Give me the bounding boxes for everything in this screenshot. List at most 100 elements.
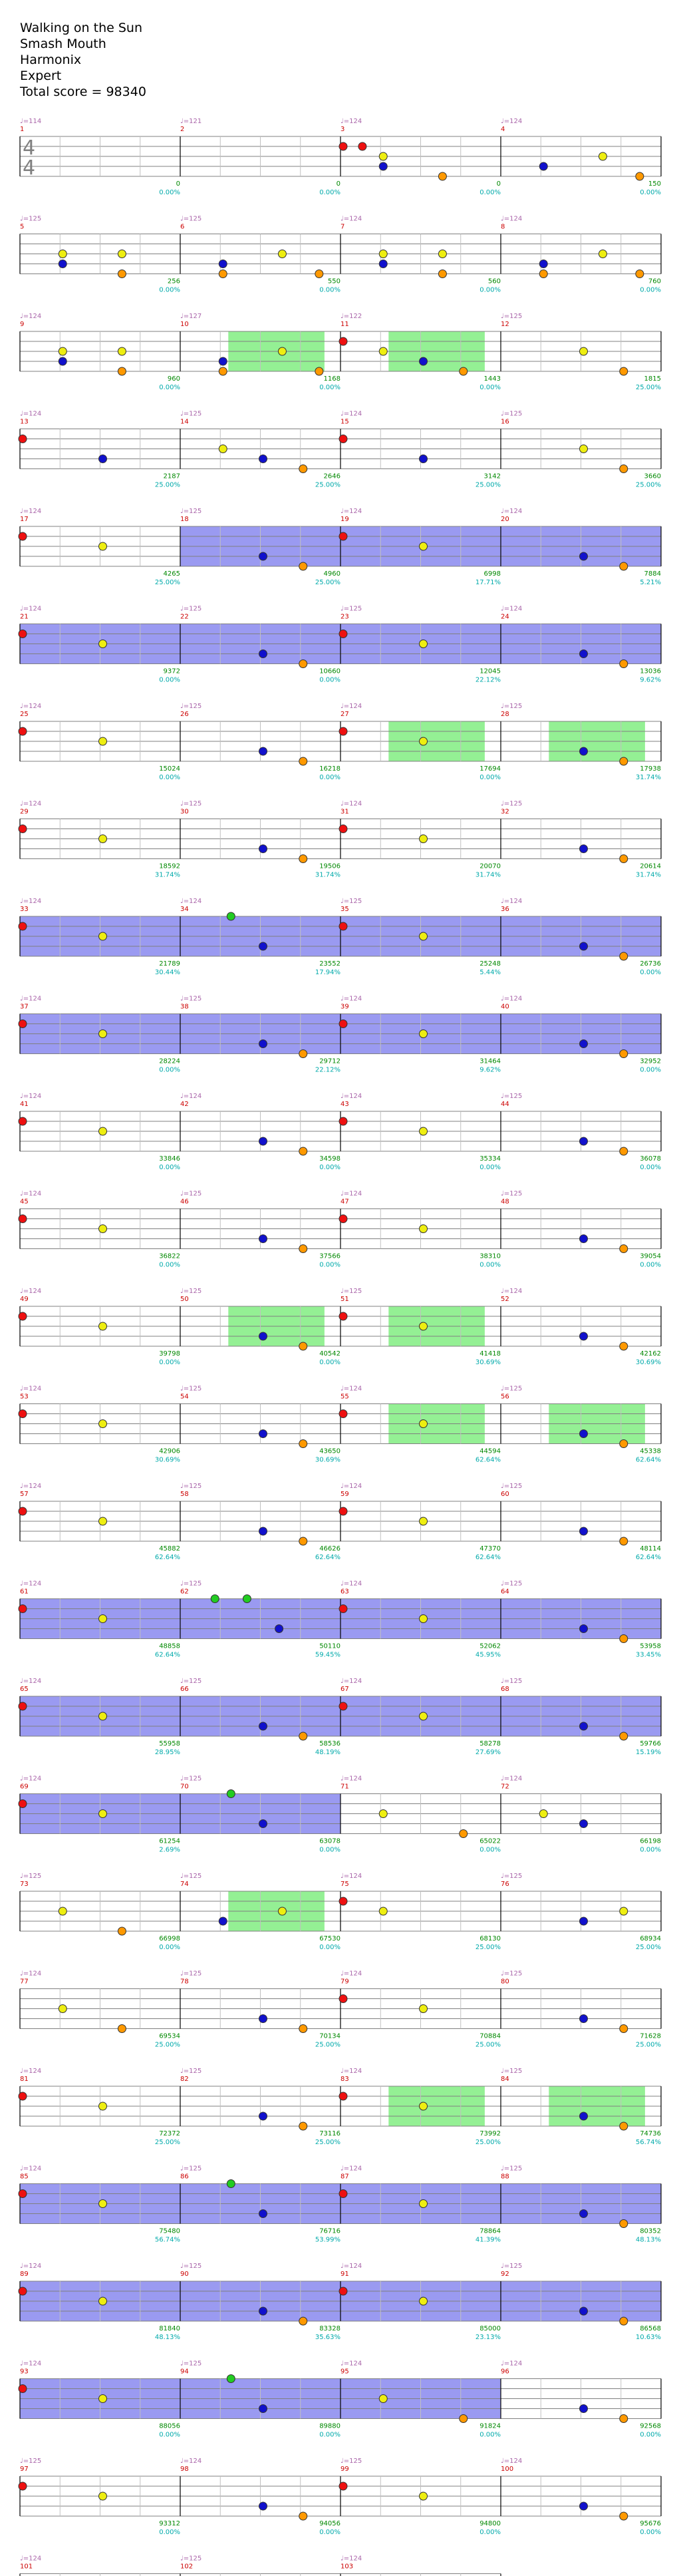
measure-percent: 0.00% (479, 1847, 501, 1854)
note-gem (419, 1419, 428, 1428)
note-gem (339, 1214, 348, 1223)
measure-tempo: ♩=125 (20, 2458, 41, 2465)
note-gem (218, 357, 227, 366)
measure-tempo: ♩=125 (180, 801, 202, 808)
note-gem (459, 367, 468, 376)
note-gem (419, 834, 428, 843)
measure-percent: 0.00% (319, 384, 340, 391)
measure-percent: 56.74% (636, 2139, 661, 2146)
measure-tempo: ♩=125 (340, 898, 362, 905)
note-gem (18, 1507, 27, 1516)
measure-tempo: ♩=125 (501, 1093, 522, 1100)
measure-tempo: ♩=124 (180, 2458, 202, 2465)
measure-percent: 0.00% (640, 1164, 661, 1171)
measure-tempo: ♩=125 (501, 2068, 522, 2075)
measure-number: 12 (501, 321, 509, 328)
measure-tempo: ♩=122 (340, 313, 362, 320)
measure-score: 0 (337, 180, 340, 188)
note-gem (378, 260, 388, 268)
note-gem (226, 2374, 235, 2383)
measure-tempo: ♩=124 (20, 2555, 41, 2563)
measure-percent: 25.00% (636, 482, 661, 489)
measure-score: 45882 (159, 1545, 180, 1553)
note-gem (339, 1409, 348, 1418)
note-gem (419, 2199, 428, 2208)
note-gem (459, 1829, 468, 1838)
measure-tempo: ♩=124 (340, 2360, 362, 2368)
note-gem (579, 1137, 588, 1146)
note-gem (419, 2102, 428, 2111)
note-gem (438, 270, 447, 278)
note-gem (539, 260, 548, 268)
note-gem (18, 1604, 27, 1613)
measure-number: 20 (501, 516, 509, 523)
note-gem (339, 1897, 348, 1906)
note-gem (98, 1419, 107, 1428)
measure-number: 53 (20, 1393, 29, 1401)
measure-number: 17 (20, 516, 29, 523)
note-gem (339, 2092, 348, 2101)
measure-score: 19506 (319, 863, 340, 870)
measure-percent: 9.62% (479, 1067, 501, 1074)
measure-percent: 0.00% (640, 2432, 661, 2439)
note-gem (98, 640, 107, 648)
note-gem (619, 757, 628, 766)
measure-number: 102 (180, 2563, 193, 2571)
measure-number: 95 (340, 2368, 349, 2376)
note-gem (619, 2414, 628, 2423)
measure-percent: 0.00% (640, 2529, 661, 2536)
measure-percent: 25.00% (315, 2042, 340, 2049)
note-gem (598, 250, 607, 258)
note-gem (419, 357, 428, 366)
measure-percent: 25.00% (155, 482, 180, 489)
measure-tempo: ♩=125 (501, 1678, 522, 1685)
measure-score: 48858 (159, 1643, 180, 1650)
measure-percent: 56.74% (155, 2237, 180, 2244)
measure-tempo: ♩=124 (501, 898, 522, 905)
note-gem (339, 727, 348, 736)
measure-number: 36 (501, 906, 509, 913)
measure-number: 55 (340, 1393, 349, 1401)
note-gem (339, 532, 348, 541)
note-gem (242, 1594, 251, 1603)
measure-percent: 62.64% (636, 1554, 661, 1561)
note-gem (378, 152, 388, 161)
measure-number: 39 (340, 1004, 349, 1011)
note-gem (619, 1907, 628, 1916)
note-gem (117, 367, 126, 376)
chart-source: Harmonix (20, 53, 82, 67)
measure-number: 2 (180, 126, 184, 133)
measure-percent: 30.69% (636, 1359, 661, 1366)
note-gem (218, 445, 227, 453)
measure-tempo: ♩=125 (180, 1483, 202, 1490)
note-gem (98, 932, 107, 941)
measure-percent: 0.00% (479, 774, 501, 781)
note-gem (378, 250, 388, 258)
note-gem (579, 844, 588, 853)
measure-score: 26736 (640, 960, 661, 968)
measure-number: 75 (340, 1881, 349, 1888)
measure-tempo: ♩=124 (20, 703, 41, 710)
note-gem (299, 757, 308, 766)
measure-number: 78 (180, 1978, 189, 1986)
measure-tempo: ♩=125 (180, 2555, 202, 2563)
measure-number: 30 (180, 809, 189, 816)
measure-number: 6 (180, 224, 184, 231)
note-gem (579, 649, 588, 658)
measure-tempo: ♩=114 (20, 118, 41, 125)
note-gem (579, 1332, 588, 1341)
measure-tempo: ♩=125 (501, 1385, 522, 1393)
measure-score: 75480 (159, 2228, 180, 2235)
measure-percent: 0.00% (159, 1944, 180, 1951)
measure-tempo: ♩=124 (180, 1093, 202, 1100)
measure-score: 256 (168, 278, 180, 285)
measure-percent: 48.13% (636, 2237, 661, 2244)
note-gem (117, 250, 126, 258)
note-gem (579, 942, 588, 951)
note-gem (438, 172, 447, 181)
note-gem (539, 1809, 548, 1818)
note-gem (218, 1917, 227, 1926)
note-gem (98, 1614, 107, 1623)
measure-number: 45 (20, 1198, 29, 1206)
measure-number: 28 (501, 711, 509, 718)
